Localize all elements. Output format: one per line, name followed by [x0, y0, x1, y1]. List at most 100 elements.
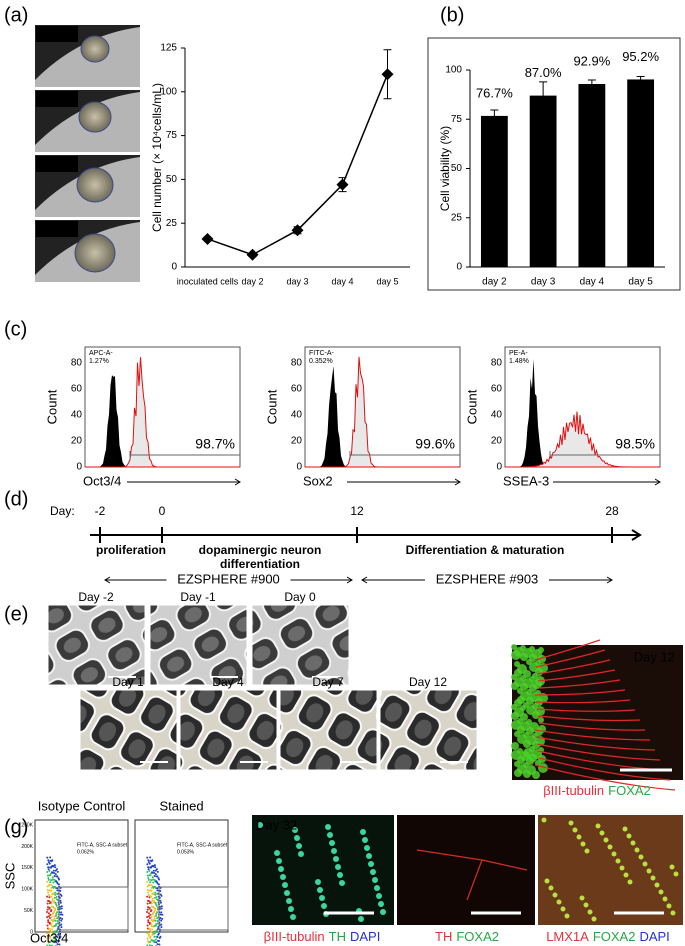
- cell: [584, 848, 590, 854]
- event: [54, 866, 57, 869]
- cell: [331, 848, 337, 854]
- event: [56, 906, 59, 909]
- event: [160, 926, 163, 929]
- micrograph: [538, 815, 683, 925]
- event: [52, 881, 55, 884]
- y-tick-label: 0: [171, 262, 177, 273]
- gate-label: APC-A-: [89, 350, 113, 357]
- gate: [58, 886, 129, 931]
- event: [49, 856, 52, 859]
- event: [148, 906, 151, 909]
- event: [154, 907, 157, 910]
- image-label: Day 0: [284, 590, 316, 604]
- event: [47, 891, 50, 894]
- event: [159, 905, 162, 908]
- event: [46, 863, 49, 866]
- event: [53, 864, 56, 867]
- event: [154, 869, 157, 872]
- cell: [560, 906, 566, 912]
- y-axis-label: SSC: [2, 863, 17, 890]
- phase-label: Differentiation & maturation: [406, 543, 565, 557]
- value-label: 92.9%: [573, 53, 610, 68]
- event: [154, 931, 157, 934]
- cell: [603, 837, 609, 843]
- spheroid: [76, 167, 114, 203]
- stain-name: TH: [329, 929, 346, 944]
- event: [147, 934, 150, 937]
- cell: [552, 892, 558, 898]
- cell: [290, 914, 296, 920]
- event: [54, 901, 57, 904]
- event: [149, 881, 152, 884]
- event: [51, 871, 54, 874]
- event: [46, 888, 49, 891]
- cell: [257, 822, 263, 828]
- event: [50, 931, 53, 934]
- x-tick-label: day 4: [331, 276, 353, 286]
- event: [52, 865, 55, 868]
- cell: [374, 885, 380, 891]
- event: [60, 919, 63, 922]
- event: [147, 861, 150, 864]
- event: [54, 919, 57, 922]
- event: [56, 875, 59, 878]
- event: [147, 866, 150, 869]
- y-tick-label: 100K: [21, 887, 33, 893]
- event: [54, 873, 57, 876]
- x-axis-label: Oct3/4: [30, 930, 68, 945]
- y-tick-label: 150K: [21, 865, 33, 871]
- event: [154, 866, 157, 869]
- event: [51, 933, 54, 936]
- micrograph: [251, 604, 350, 686]
- event: [50, 909, 53, 912]
- y-axis-label: Count: [264, 389, 279, 424]
- cell: [642, 861, 648, 867]
- event: [149, 856, 152, 859]
- event: [47, 893, 50, 896]
- event: [50, 915, 53, 918]
- micrograph: [79, 689, 178, 771]
- positive-percent: 99.6%: [415, 436, 455, 452]
- event: [156, 922, 159, 925]
- gate-percent: 0.062%: [77, 849, 95, 855]
- event: [153, 935, 156, 938]
- event: [152, 869, 155, 872]
- event: [53, 917, 56, 920]
- event: [156, 929, 159, 932]
- cell: [296, 843, 302, 849]
- event: [50, 918, 53, 921]
- vessel-arrow: [104, 576, 353, 584]
- event: [46, 932, 49, 935]
- event: [149, 929, 152, 932]
- cell: [538, 717, 544, 723]
- cell: [532, 679, 542, 689]
- event: [60, 926, 63, 929]
- event: [154, 919, 157, 922]
- event: [53, 871, 56, 874]
- event: [151, 876, 154, 879]
- event: [158, 878, 161, 881]
- event: [51, 878, 54, 881]
- event: [47, 906, 50, 909]
- event: [158, 943, 161, 946]
- event: [56, 922, 59, 925]
- cell: [288, 906, 294, 912]
- event: [56, 911, 59, 914]
- cell: [576, 834, 582, 840]
- caption: βIII-tubulin FOXA2: [543, 783, 651, 798]
- phase-label: differentiation: [220, 557, 300, 571]
- event: [53, 896, 56, 899]
- event: [156, 917, 159, 920]
- plot-title: Stained: [159, 798, 203, 813]
- neurite: [535, 736, 656, 751]
- event: [56, 917, 59, 920]
- cell: [658, 889, 664, 895]
- plot-title: Isotype Control: [38, 798, 126, 813]
- event: [150, 909, 153, 912]
- event: [46, 874, 49, 877]
- event: [56, 929, 59, 932]
- event: [155, 938, 158, 941]
- event: [56, 892, 59, 895]
- cell: [607, 844, 613, 850]
- cell: [650, 875, 656, 881]
